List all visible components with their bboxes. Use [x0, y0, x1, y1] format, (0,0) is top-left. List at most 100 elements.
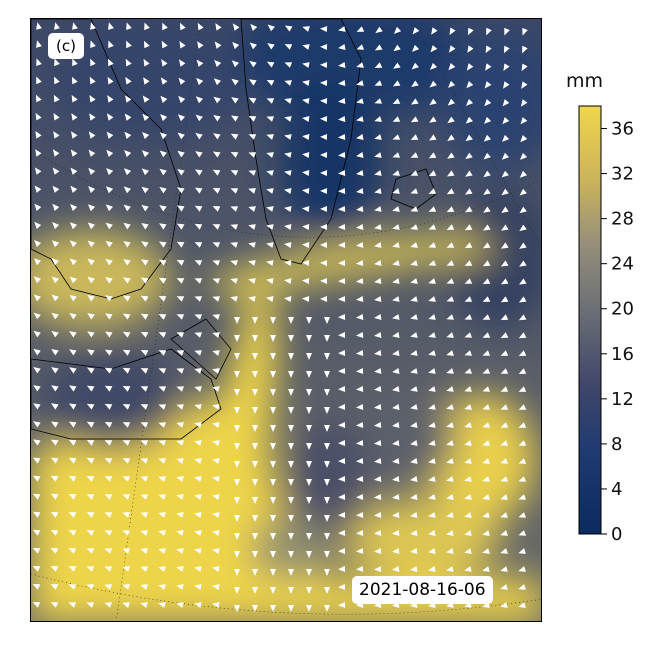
wind-arrow — [518, 530, 526, 536]
wind-arrow — [234, 461, 240, 468]
wind-arrow — [158, 277, 167, 284]
wind-arrow — [230, 152, 239, 158]
wind-arrow — [394, 26, 402, 34]
wind-arrow — [212, 512, 220, 518]
wind-arrow — [485, 45, 492, 54]
wind-arrow — [288, 569, 294, 576]
wind-arrow — [86, 476, 95, 482]
wind-arrow — [34, 185, 42, 193]
wind-arrow — [518, 602, 526, 608]
wind-arrow — [428, 206, 437, 212]
wind-arrow — [212, 260, 220, 266]
wind-arrow — [464, 206, 473, 213]
wind-arrow — [284, 296, 292, 302]
wind-arrow — [105, 258, 113, 266]
wind-arrow — [105, 331, 113, 338]
wind-arrow — [53, 94, 60, 103]
wind-arrow — [69, 276, 77, 284]
wind-arrow — [500, 530, 508, 536]
wind-arrow — [446, 512, 454, 518]
wind-arrow — [266, 278, 274, 284]
wind-arrow — [212, 169, 221, 176]
wind-arrow — [231, 115, 239, 122]
wind-arrow — [51, 240, 60, 248]
wind-arrow — [176, 278, 185, 284]
wind-arrow — [270, 389, 276, 396]
wind-arrow — [270, 587, 276, 594]
wind-arrow — [410, 368, 418, 374]
colorbar-unit: mm — [566, 70, 604, 92]
wind-arrow — [374, 80, 383, 86]
wind-arrow — [71, 94, 78, 103]
wind-arrow — [176, 530, 184, 536]
wind-arrow — [284, 260, 292, 266]
wind-arrow — [68, 457, 77, 464]
wind-arrow — [392, 332, 400, 338]
wind-arrow — [176, 296, 185, 302]
wind-arrow — [252, 407, 258, 414]
wind-arrow — [123, 241, 131, 248]
wind-arrow — [252, 371, 258, 378]
wind-arrow — [50, 566, 59, 572]
wind-arrow — [180, 22, 186, 31]
wind-arrow — [105, 313, 113, 320]
wind-arrow — [266, 98, 275, 104]
wind-arrow — [51, 421, 59, 428]
wind-arrow — [502, 99, 510, 107]
wind-arrow — [518, 494, 526, 500]
wind-arrow — [252, 461, 258, 468]
wind-arrow — [54, 22, 60, 30]
wind-arrow — [302, 134, 310, 140]
wind-arrow — [482, 548, 490, 554]
wind-arrow — [270, 335, 276, 342]
wind-arrow — [306, 371, 312, 378]
wind-arrow — [158, 512, 166, 518]
wind-arrow — [104, 548, 112, 554]
wind-arrow — [270, 461, 276, 468]
wind-arrow — [266, 296, 274, 302]
wind-arrow — [446, 350, 454, 356]
wind-arrow — [464, 242, 473, 249]
wind-arrow — [356, 62, 364, 68]
wind-vectors — [32, 22, 528, 612]
wind-arrow — [106, 149, 114, 157]
wind-arrow — [464, 350, 472, 356]
wind-arrow — [68, 530, 77, 536]
wind-arrow — [194, 440, 202, 446]
wind-arrow — [50, 511, 59, 518]
colorbar-tick-label: 36 — [611, 119, 634, 140]
colorbar-tick-label: 0 — [611, 524, 622, 545]
wind-arrow — [176, 368, 184, 374]
wind-arrow — [374, 98, 382, 104]
wind-arrow — [392, 386, 400, 392]
wind-arrow — [143, 58, 150, 67]
wind-arrow — [68, 512, 77, 518]
wind-arrow — [158, 566, 166, 572]
wind-arrow — [124, 131, 132, 139]
wind-arrow — [231, 78, 239, 86]
wind-arrow — [107, 76, 114, 85]
wind-arrow — [518, 440, 527, 446]
wind-arrow — [284, 98, 292, 104]
wind-arrow — [320, 80, 328, 86]
wind-arrow — [324, 371, 330, 378]
wind-arrow — [234, 425, 240, 432]
wind-arrow — [270, 533, 276, 540]
wind-arrow — [338, 206, 346, 212]
wind-arrow — [51, 258, 59, 266]
wind-arrow — [248, 170, 256, 176]
wind-arrow — [482, 566, 490, 572]
wind-arrow — [374, 116, 382, 122]
wind-arrow — [33, 385, 41, 392]
wind-arrow — [338, 152, 346, 158]
wind-arrow — [447, 98, 455, 106]
map-canvas — [31, 19, 541, 621]
wind-arrow — [501, 242, 509, 249]
wind-arrow — [108, 58, 114, 67]
wind-arrow — [86, 602, 94, 608]
wind-arrow — [158, 602, 166, 608]
wind-arrow — [482, 260, 491, 267]
wind-arrow — [446, 476, 454, 482]
wind-arrow — [411, 80, 419, 87]
wind-arrow — [51, 276, 59, 284]
